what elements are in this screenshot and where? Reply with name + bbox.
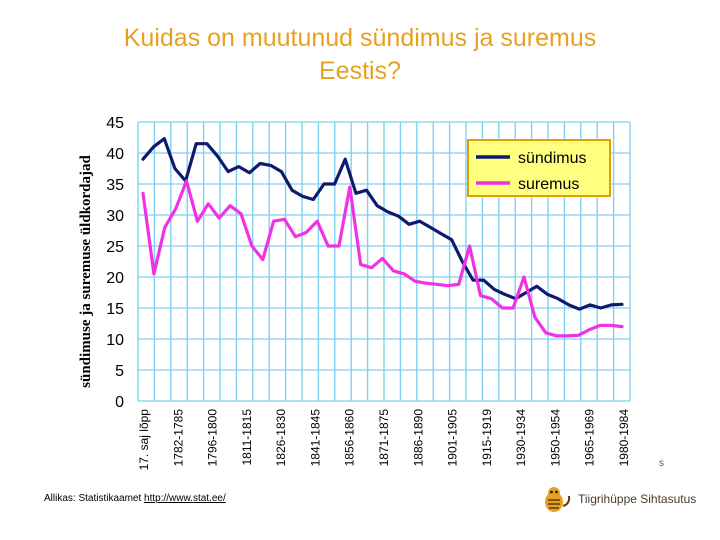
title-line-2: Eestis? xyxy=(319,57,401,85)
x-tick-label: 1871-1875 xyxy=(377,409,391,467)
x-tick-label: 17. saj lõpp xyxy=(137,409,151,471)
x-tick-label: 1915-1919 xyxy=(480,409,494,467)
title-line-1: Kuidas on muutunud sündimus ja suremus xyxy=(123,24,597,52)
legend-label: sündimus xyxy=(518,150,586,167)
source-note: Allikas: Statistikaamet http://www.stat.… xyxy=(44,493,226,504)
series-line-suremus xyxy=(141,179,624,338)
x-tick-label: 1796-1800 xyxy=(206,409,220,467)
x-tick-label: 1856-1860 xyxy=(343,409,357,467)
y-tick-label: 15 xyxy=(106,301,124,318)
x-tick-label: 1886-1890 xyxy=(411,409,425,467)
x-tick-label: 1930-1934 xyxy=(514,409,528,467)
stray-letter: s xyxy=(659,458,664,469)
source-link[interactable]: http://www.stat.ee/ xyxy=(144,493,226,504)
y-axis-title: sündimuse ja suremuse üldkordajad xyxy=(78,154,94,387)
y-tick-label: 5 xyxy=(115,363,124,380)
logo-text: Tiigrihüppe Sihtasutus xyxy=(578,492,697,506)
x-tick-label: 1901-1905 xyxy=(446,409,460,467)
x-tick-label: 1826-1830 xyxy=(274,409,288,467)
y-tick-label: 45 xyxy=(106,115,124,132)
x-tick-label: 1841-1845 xyxy=(308,409,322,467)
y-tick-label: 0 xyxy=(115,394,124,411)
x-tick-label: 1782-1785 xyxy=(171,409,185,467)
tiger-logo-icon xyxy=(545,487,571,512)
y-tick-label: 35 xyxy=(106,177,124,194)
birth-death-rate-chart: 0 5 10 15 20 25 30 35 40 45 sündimuse ja suremuse … xyxy=(78,115,631,471)
source-label: Allikas: Statistikaamet xyxy=(44,493,145,504)
x-tick-label: 1965-1969 xyxy=(583,409,597,467)
series-line-sundimus xyxy=(141,137,624,311)
y-tick-label: 10 xyxy=(106,332,124,349)
x-tick-label: 1950-1954 xyxy=(548,409,562,467)
y-tick-label: 25 xyxy=(106,239,124,256)
y-tick-label: 30 xyxy=(106,208,124,225)
foundation-logo: Tiigrihüppe Sihtasutus xyxy=(534,484,696,516)
legend-label: suremus xyxy=(518,176,579,193)
y-tick-label: 40 xyxy=(106,146,124,163)
x-tick-label: 1980-1984 xyxy=(617,409,631,467)
page-title: Kuidas on muutunud sündimus ja suremus E… xyxy=(40,22,680,88)
x-tick-label: 1811-1815 xyxy=(240,409,254,466)
y-tick-label: 20 xyxy=(106,270,124,287)
legend-box xyxy=(467,139,611,197)
